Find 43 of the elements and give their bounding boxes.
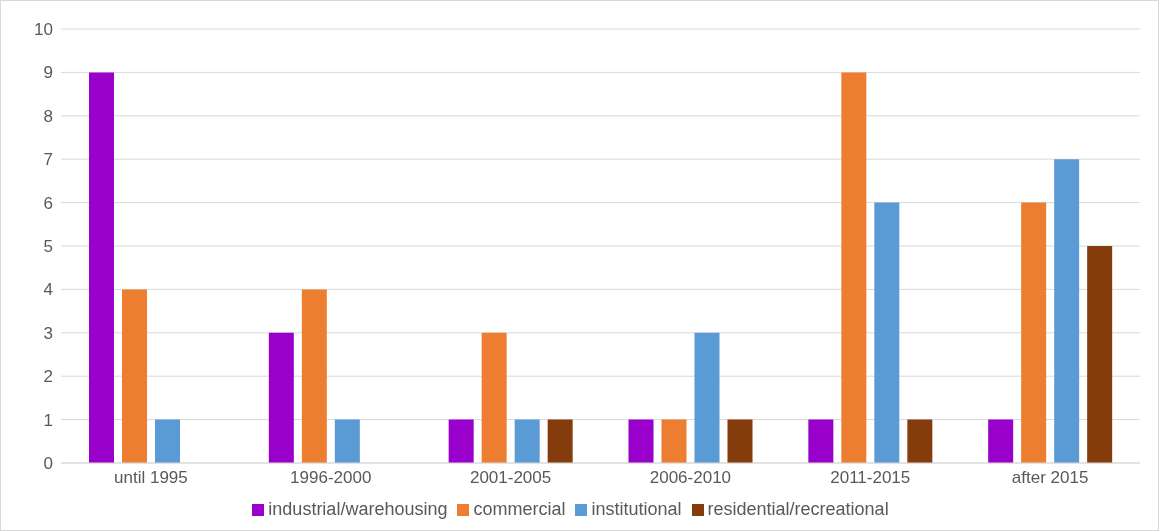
bar [448,419,474,463]
y-tick-label: 3 [43,323,53,343]
bar [481,332,507,463]
y-tick-label: 9 [43,63,53,83]
x-tick-label: 2006-2010 [649,468,732,488]
legend-label: residential/recreational [707,499,889,519]
legend-label: commercial [473,499,566,519]
bar [1087,246,1113,463]
bar [122,289,147,463]
bar [547,419,573,463]
bar [874,202,900,463]
x-tick-label: after 2015 [1011,468,1089,488]
bar [301,289,327,463]
bar [988,419,1014,463]
y-tick-label: 2 [43,367,53,387]
x-tick-label: 2011-2015 [830,468,911,488]
x-tick-label: 1996-2000 [290,468,372,488]
bar [1054,159,1080,463]
y-tick-label: 6 [43,193,53,213]
y-tick-label: 8 [43,106,53,126]
bar [155,419,180,463]
bar [727,419,753,463]
y-tick-label: 4 [43,280,53,300]
y-tick-label: 1 [43,410,53,430]
x-tick-label: 2001-2005 [469,468,552,488]
bar [808,419,834,463]
bar [1021,202,1047,463]
bar [334,419,360,463]
bar [89,72,114,463]
bar [694,332,720,463]
y-tick-label: 5 [43,237,53,257]
legend-label: industrial/warehousing [268,499,448,519]
bar [841,72,867,463]
bar [661,419,687,463]
y-tick-label: 7 [43,150,53,170]
bar [514,419,540,463]
legend-label: institutional [591,499,682,519]
y-tick-label: 0 [43,454,53,474]
y-tick-label: 10 [34,20,53,40]
bar [268,332,294,463]
bar [907,419,933,463]
bar [628,419,654,463]
x-tick-label: until 1995 [114,468,188,488]
